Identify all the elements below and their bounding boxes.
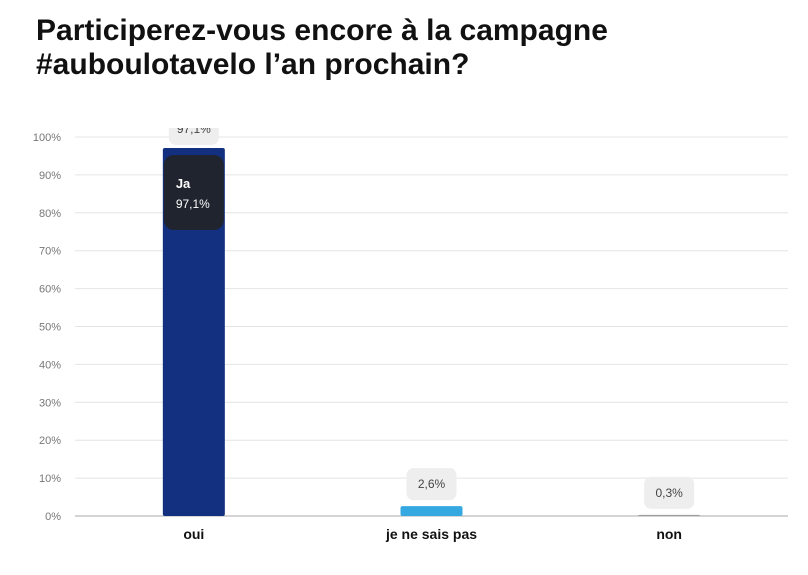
value-label: 0,3% xyxy=(655,486,683,500)
chart-title-line-1: Participerez-vous encore à la campagne xyxy=(36,14,608,47)
bar xyxy=(400,506,463,516)
tooltip-value: 97,1% xyxy=(176,197,210,211)
y-tick-label: 90% xyxy=(39,170,61,182)
y-tick-label: 10% xyxy=(39,473,61,485)
value-label-box xyxy=(644,476,695,509)
y-tick-label: 60% xyxy=(39,284,61,296)
y-tick-label: 70% xyxy=(39,246,61,258)
chart-title-line-2: #auboulotavelo l’an prochain? xyxy=(36,48,470,81)
y-tick-label: 80% xyxy=(39,208,61,220)
value-label: 2,6% xyxy=(418,477,446,491)
x-category-label: je ne sais pas xyxy=(385,526,477,542)
y-tick-label: 50% xyxy=(39,322,61,334)
x-category-label: non xyxy=(656,526,682,542)
y-tick-label: 20% xyxy=(39,435,61,447)
value-label-box xyxy=(406,468,457,501)
bar xyxy=(638,514,701,516)
y-tick-label: 100% xyxy=(33,132,61,144)
tooltip-title: Ja xyxy=(176,176,191,191)
y-tick-label: 0% xyxy=(45,511,61,523)
bar xyxy=(162,147,225,516)
y-tick-label: 40% xyxy=(39,359,61,371)
y-tick-label: 30% xyxy=(39,397,61,409)
tooltip-box xyxy=(163,155,224,230)
x-category-label: oui xyxy=(183,526,204,542)
label-clip-mask xyxy=(120,100,270,128)
chart-title: Participerez-vous encore à la campagne #… xyxy=(36,14,776,82)
